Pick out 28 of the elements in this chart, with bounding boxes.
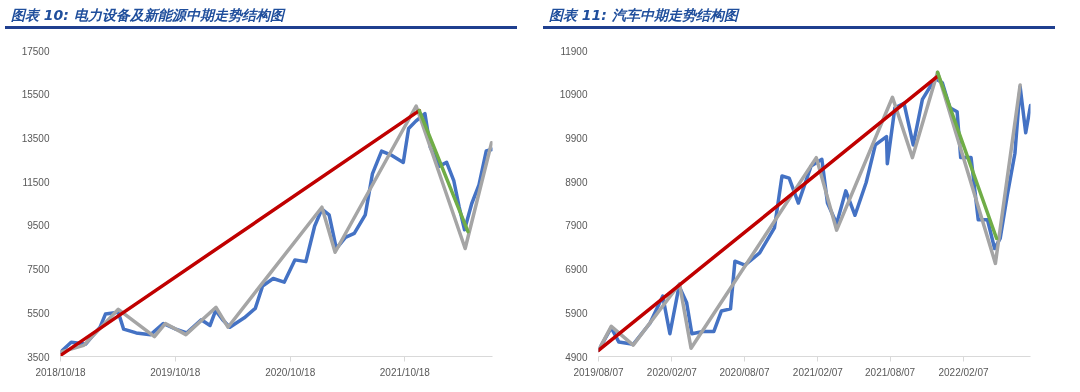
y-tick-label: 10900 [559,89,588,101]
x-tick-label: 2021/10/18 [379,366,431,378]
x-tick-label: 2019/08/07 [573,366,624,378]
y-tick-label: 7900 [565,220,588,232]
x-tick-label: 2022/02/07 [938,366,989,378]
x-tick-label: 2020/10/18 [265,366,316,378]
y-tick-label: 15500 [21,89,50,101]
y-tick-label: 5500 [27,307,50,319]
x-tick-label: 2020/08/07 [719,366,770,378]
y-tick-label: 13500 [21,132,50,144]
y-tick-label: 8900 [565,176,588,188]
y-tick-label: 6900 [565,264,588,276]
y-tick-label: 11900 [560,45,588,57]
y-tick-label: 17500 [21,45,50,57]
x-tick-label: 2021/08/07 [865,366,916,378]
x-tick-label: 2018/10/18 [35,366,86,378]
y-tick-label: 11500 [22,176,50,188]
y-tick-label: 7500 [27,264,50,276]
y-tick-label: 9900 [565,132,588,144]
y-tick-label: 3500 [27,351,50,363]
y-tick-label: 4900 [565,351,588,363]
chart-title: 图表 11: 汽车中期走势结构图 [549,6,738,25]
chart-title: 图表 10: 电力设备及新能源中期走势结构图 [11,6,284,25]
y-tick-label: 9500 [27,220,50,232]
x-tick-label: 2019/10/18 [150,366,201,378]
y-tick-label: 5900 [565,307,588,319]
x-tick-label: 2020/02/07 [646,366,698,378]
x-tick-label: 2021/02/07 [792,366,844,378]
